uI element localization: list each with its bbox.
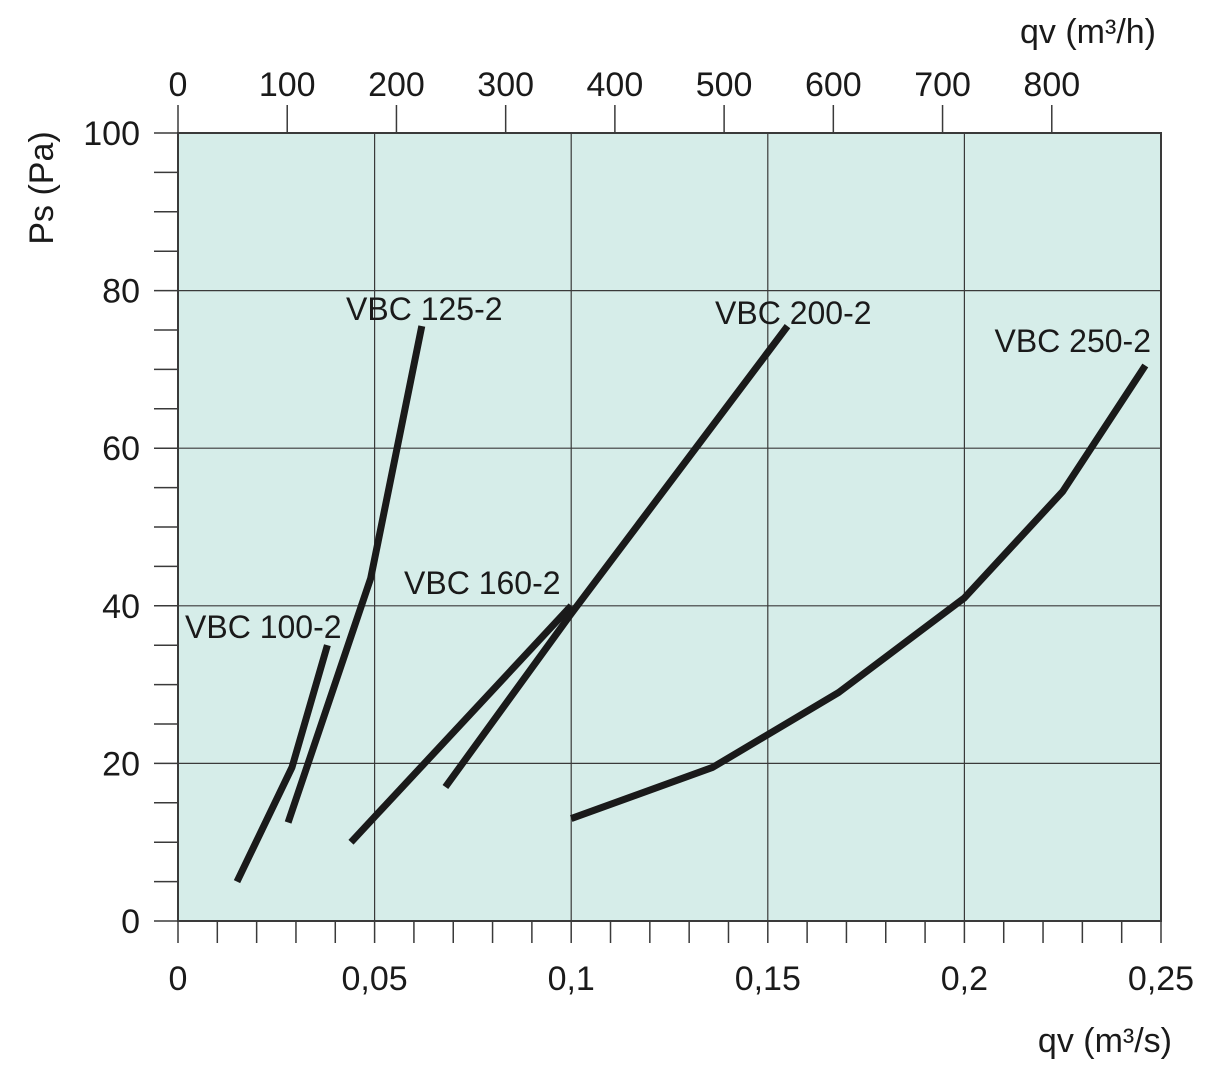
series-label: VBC 200-2	[715, 295, 872, 331]
series-label: VBC 160-2	[404, 565, 561, 601]
x2-tick-label: 500	[696, 66, 753, 104]
x-tick-label: 0,25	[1128, 960, 1194, 998]
series-line	[570, 363, 1149, 822]
series-line	[233, 644, 331, 884]
series-label: VBC 250-2	[994, 323, 1151, 359]
y-tick-label: 100	[83, 115, 140, 153]
y-axis-title: Ps (Pa)	[23, 131, 61, 244]
ticks	[154, 105, 1162, 943]
x2-tick-label: 300	[477, 66, 534, 104]
series-lines	[233, 323, 1149, 884]
x2-tick-label: 600	[805, 66, 862, 104]
y-tick-label: 20	[102, 745, 140, 783]
x2-tick-label: 700	[914, 66, 971, 104]
x-tick-label: 0,05	[342, 960, 408, 998]
x2-tick-label: 800	[1023, 66, 1080, 104]
tick-labels: 0 0,05 0,1 0,15 0,2 0,25 0 20 40 60 80 100 0 100 200 30…	[83, 66, 1194, 998]
x2-tick-label: 200	[368, 66, 425, 104]
x2-axis-title: qv (m³/h)	[1020, 13, 1156, 51]
x2-tick-label: 0	[169, 66, 188, 104]
series-labels: VBC 100-2 VBC 125-2 VBC 160-2 VBC 200-2 VBC …	[185, 291, 1151, 645]
plot-background	[178, 133, 1161, 921]
x-tick-label: 0,1	[548, 960, 595, 998]
series-line	[442, 323, 791, 790]
x-tick-label: 0,15	[735, 960, 801, 998]
y-tick-label: 60	[102, 430, 140, 468]
x-axis-title: qv (m³/s)	[1038, 1022, 1172, 1060]
x-tick-label: 0	[169, 960, 188, 998]
series-line	[284, 325, 426, 824]
y-tick-label: 80	[102, 273, 140, 311]
y-tick-label: 40	[102, 588, 140, 626]
series-label: VBC 125-2	[346, 291, 503, 327]
x2-tick-label: 400	[587, 66, 644, 104]
grid	[178, 133, 1161, 921]
series-label: VBC 100-2	[185, 609, 342, 645]
series-line	[348, 603, 574, 845]
x-tick-label: 0,2	[941, 960, 988, 998]
x2-tick-label: 100	[259, 66, 316, 104]
y-tick-label: 0	[121, 903, 140, 941]
